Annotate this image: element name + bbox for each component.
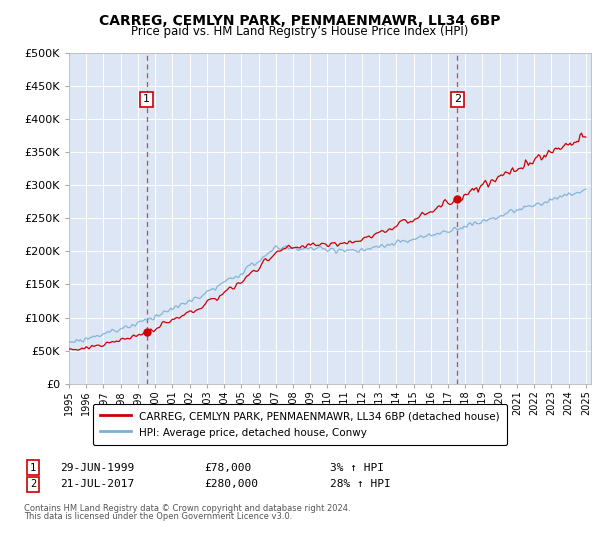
Text: 28% ↑ HPI: 28% ↑ HPI [330, 479, 391, 489]
Text: 29-JUN-1999: 29-JUN-1999 [60, 463, 134, 473]
Text: £78,000: £78,000 [204, 463, 251, 473]
Text: 21-JUL-2017: 21-JUL-2017 [60, 479, 134, 489]
Text: 3% ↑ HPI: 3% ↑ HPI [330, 463, 384, 473]
Text: Price paid vs. HM Land Registry’s House Price Index (HPI): Price paid vs. HM Land Registry’s House … [131, 25, 469, 38]
Text: 2: 2 [30, 479, 36, 489]
Text: 1: 1 [30, 463, 36, 473]
Text: 2: 2 [454, 95, 461, 105]
Text: 1: 1 [143, 95, 150, 105]
Text: CARREG, CEMLYN PARK, PENMAENMAWR, LL34 6BP: CARREG, CEMLYN PARK, PENMAENMAWR, LL34 6… [99, 14, 501, 28]
Text: Contains HM Land Registry data © Crown copyright and database right 2024.: Contains HM Land Registry data © Crown c… [24, 504, 350, 513]
Legend: CARREG, CEMLYN PARK, PENMAENMAWR, LL34 6BP (detached house), HPI: Average price,: CARREG, CEMLYN PARK, PENMAENMAWR, LL34 6… [92, 404, 508, 445]
Text: £280,000: £280,000 [204, 479, 258, 489]
Text: This data is licensed under the Open Government Licence v3.0.: This data is licensed under the Open Gov… [24, 512, 292, 521]
